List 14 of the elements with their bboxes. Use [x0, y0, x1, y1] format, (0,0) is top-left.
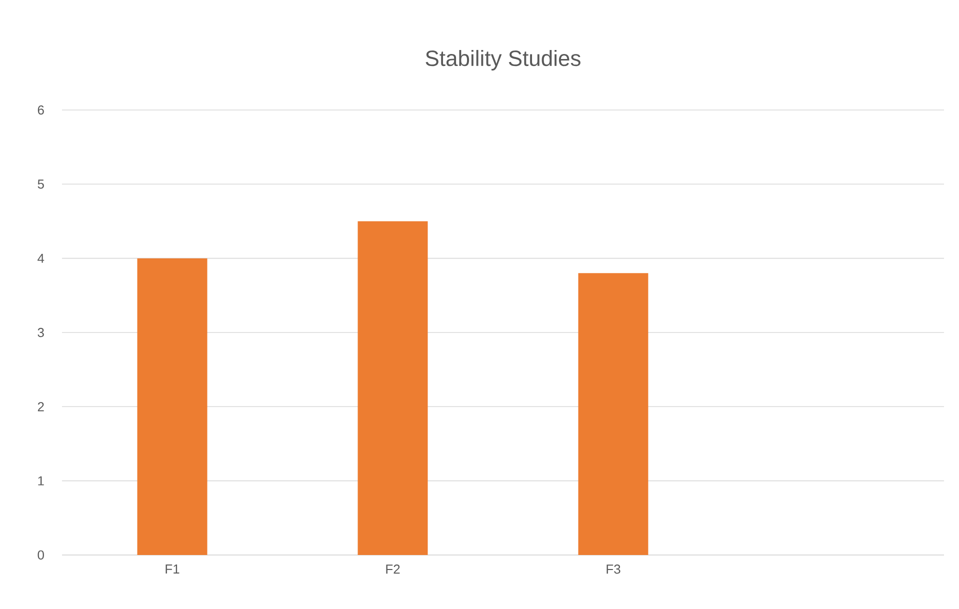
y-tick-label: 5: [38, 180, 44, 189]
y-tick-label: 2: [38, 402, 44, 412]
x-tick-label: F1: [166, 564, 180, 574]
y-tick-label: 3: [38, 328, 44, 338]
bar: [358, 221, 428, 555]
y-tick-label: 0: [38, 550, 44, 560]
x-tick-label: F3: [606, 564, 620, 574]
bar: [578, 273, 648, 555]
bar: [137, 258, 208, 555]
chart-title: Stability Studies: [426, 50, 580, 70]
y-tick-label: 1: [38, 476, 44, 486]
y-tick-label: 4: [38, 254, 44, 263]
y-tick-label: 6: [38, 105, 44, 115]
x-tick-label: F2: [386, 564, 400, 574]
